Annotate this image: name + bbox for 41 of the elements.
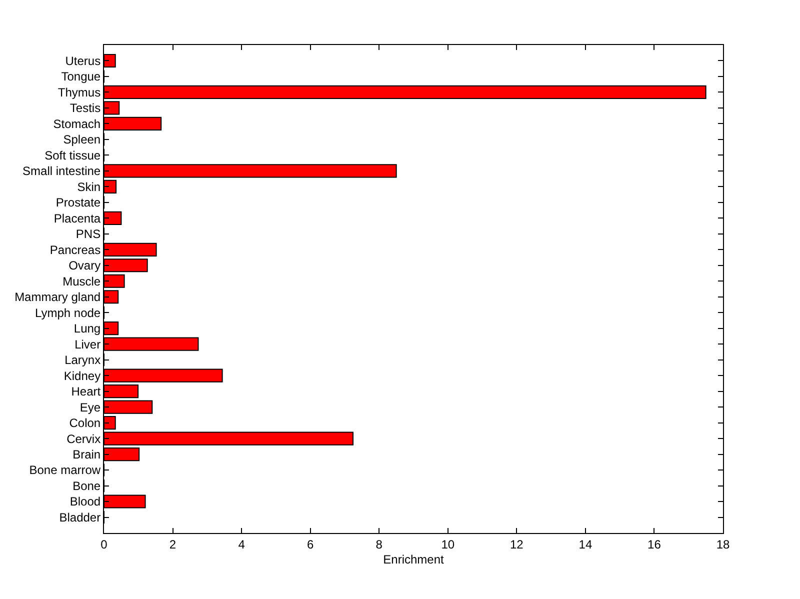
x-tick-label: 16 (648, 537, 662, 552)
x-axis-title: Enrichment (383, 552, 445, 566)
y-tick-label: Ovary (68, 258, 101, 273)
y-tick-label: Stomach (53, 116, 101, 131)
x-tick-label: 14 (578, 537, 592, 552)
y-tick-label: Larynx (64, 353, 101, 368)
y-tick-label: Pancreas (50, 242, 101, 257)
y-tick-label: Lymph node (34, 306, 101, 320)
x-tick-label: 12 (510, 537, 524, 552)
y-tick-label: Kidney (64, 368, 101, 383)
y-tick-label: Placenta (54, 211, 101, 226)
x-tick-label: 0 (100, 537, 108, 552)
x-tick-label: 8 (376, 537, 383, 552)
y-tick-label: Mammary gland (14, 290, 101, 304)
x-tick-label: 4 (238, 537, 246, 552)
y-tick-label: Muscle (62, 274, 101, 288)
y-tick-label: Bladder (59, 510, 101, 524)
y-tick-label: Bone (72, 478, 101, 493)
y-tick-label: Skin (77, 180, 101, 194)
y-tick-label: Testis (70, 101, 101, 116)
y-tick-label: Brain (72, 447, 101, 462)
y-tick-label: Lung (74, 322, 101, 336)
y-tick-label: Tongue (61, 70, 101, 84)
x-tick-label: 2 (169, 537, 176, 552)
y-tick-label: Blood (70, 494, 101, 509)
y-tick-label: PNS (76, 227, 101, 242)
y-tick-label: Eye (80, 400, 101, 414)
y-tick-label: Spleen (63, 132, 101, 147)
x-tick-label: 18 (716, 537, 730, 552)
y-tick-label: Heart (71, 384, 102, 399)
y-tick-label: Uterus (65, 54, 101, 68)
y-tick-label: Small intestine (22, 164, 101, 178)
y-tick-label: Liver (74, 337, 101, 352)
y-tick-label: Thymus (58, 85, 101, 100)
y-tick-label: Soft tissue (44, 148, 101, 162)
y-tick-label: Colon (69, 416, 101, 430)
y-tick-label: Cervix (66, 432, 101, 446)
y-tick-label: Prostate (56, 196, 101, 210)
x-tick-label: 6 (306, 537, 314, 552)
x-tick-label: 10 (441, 537, 455, 552)
y-tick-label: Bone marrow (29, 463, 101, 478)
